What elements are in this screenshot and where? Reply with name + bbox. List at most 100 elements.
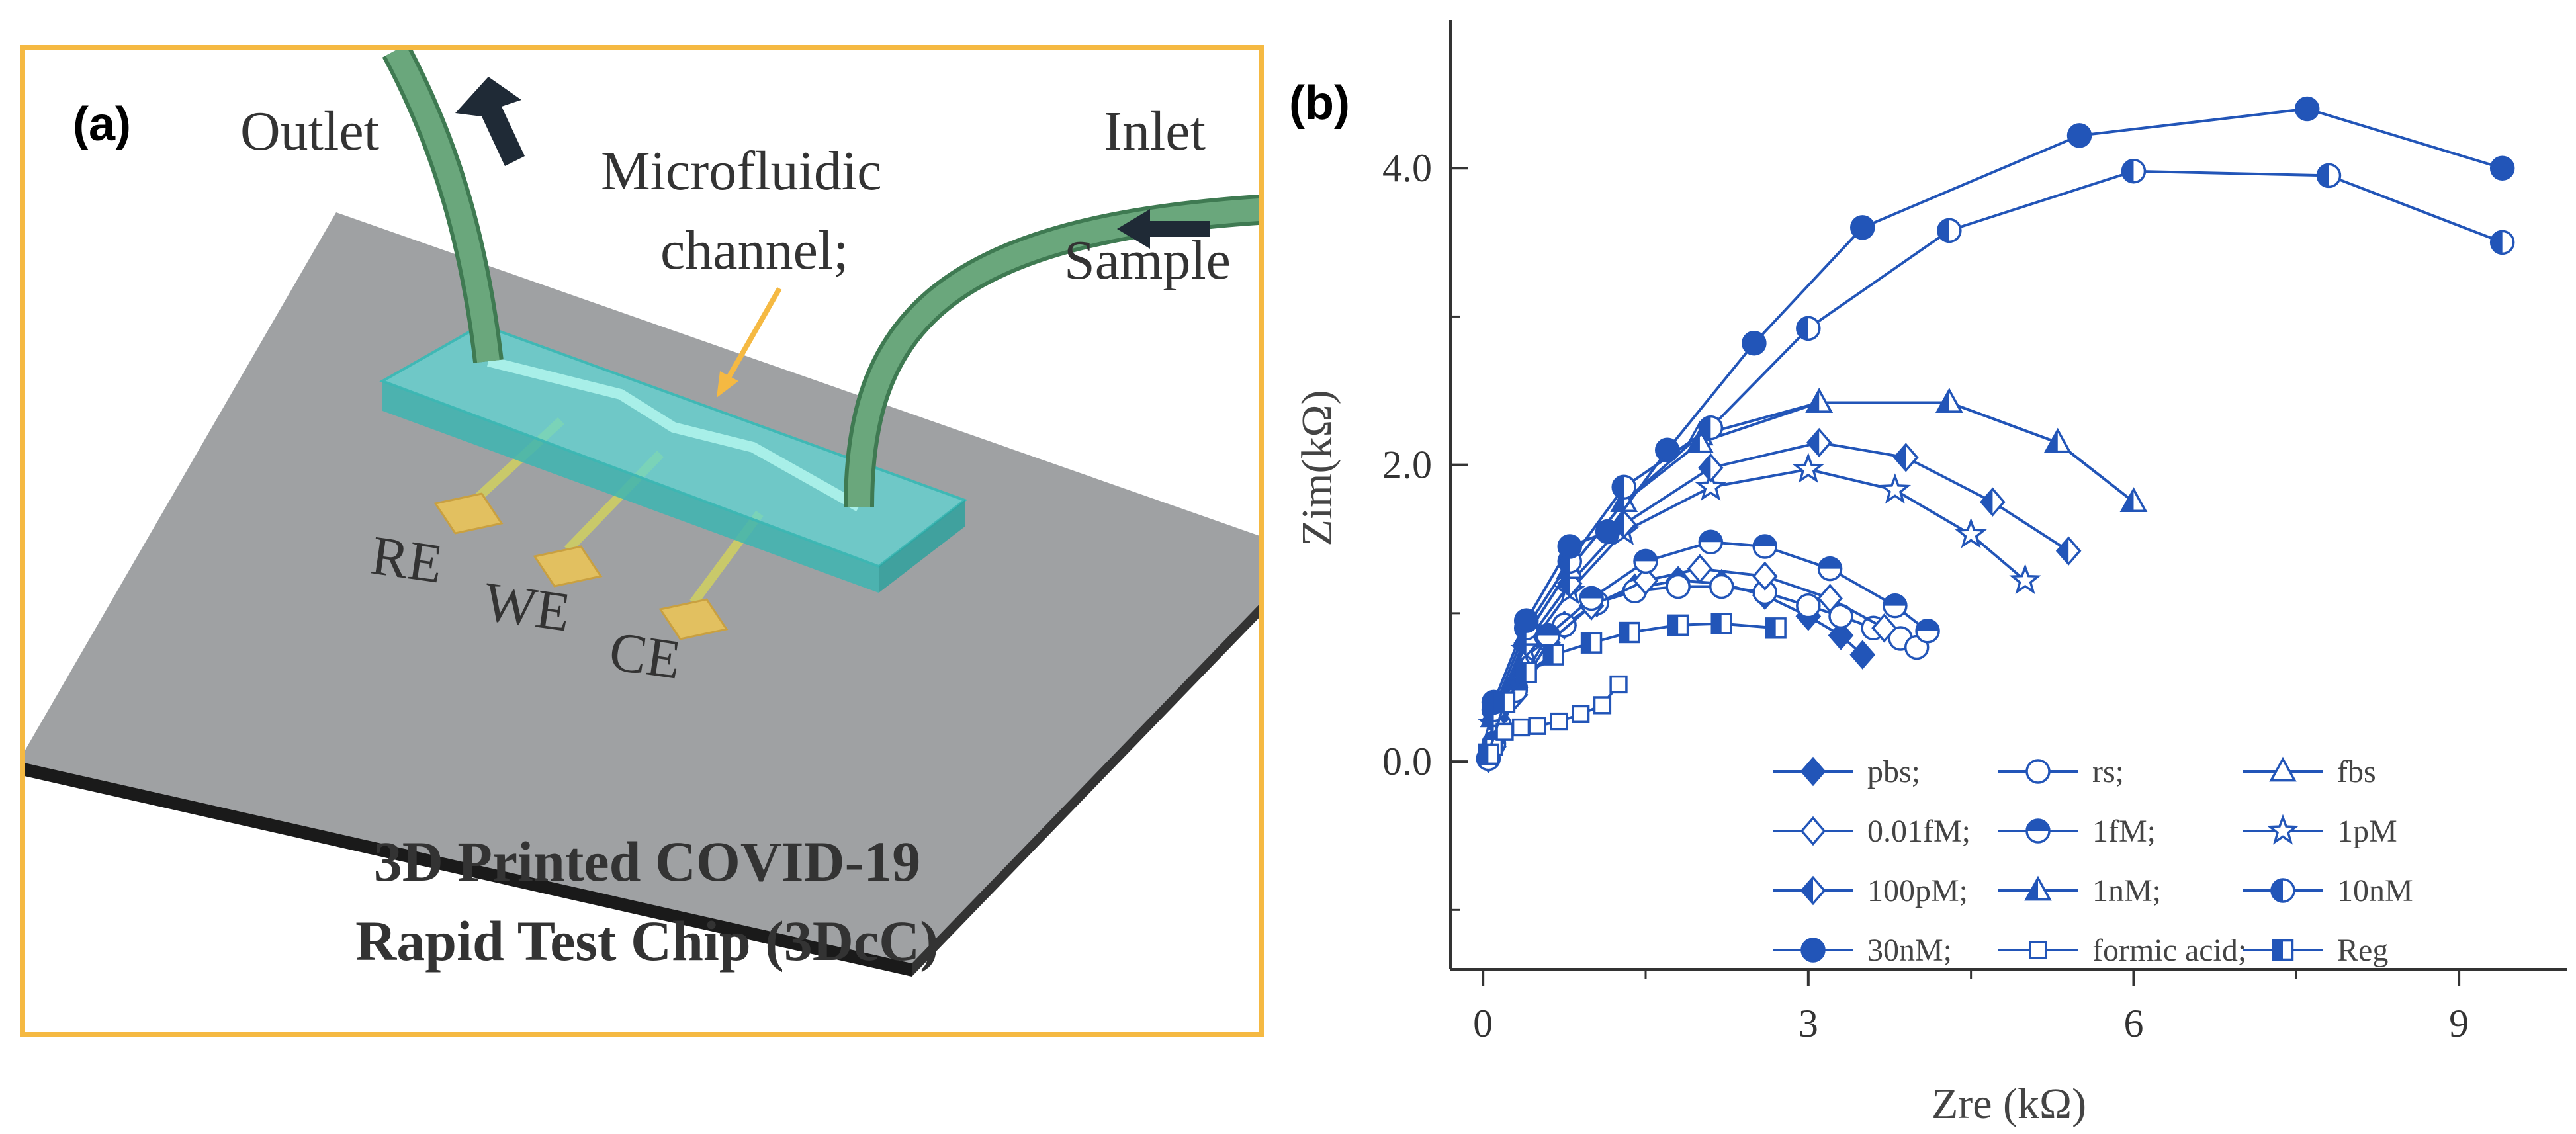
marker-square <box>2029 941 2047 959</box>
marker-half-fill <box>2057 538 2069 564</box>
marker-circle <box>1796 593 1821 619</box>
legend-marker <box>1800 875 1826 906</box>
marker-half-fill <box>1937 390 1949 412</box>
marker-circle <box>1850 215 1875 240</box>
channel-callout-line <box>724 287 782 382</box>
marker-half-fill <box>2491 231 2503 254</box>
chip-title-line2: Rapid Test Chip (3DcC) <box>355 909 939 973</box>
data-point <box>1478 743 1499 765</box>
marker-circle <box>1655 437 1680 462</box>
legend-label: pbs; <box>1867 754 1920 789</box>
chip-edge-front <box>25 763 912 977</box>
marker-half-fill <box>2272 879 2283 902</box>
inlet-label: Inlet <box>1104 101 1206 162</box>
legend-marker <box>2025 818 2051 844</box>
inlet-arrow-icon <box>1117 209 1210 249</box>
marker-square <box>1572 705 1590 723</box>
data-point <box>1580 632 1603 654</box>
legend-label: 30nM; <box>1867 933 1952 968</box>
data-point <box>1515 662 1537 683</box>
data-point <box>1935 388 1963 413</box>
data-point <box>2009 564 2041 595</box>
chart-series <box>1476 96 2515 773</box>
marker-half-fill <box>1807 390 1820 412</box>
microfluidic-block-side <box>879 500 965 593</box>
marker-diamond <box>1828 621 1854 650</box>
data-point <box>1849 640 1876 670</box>
marker-star <box>1955 517 1987 548</box>
marker-star <box>1695 470 1727 501</box>
data-point <box>1792 452 1824 483</box>
data-point <box>1593 696 1612 715</box>
marker-circle <box>1666 574 1691 599</box>
marker-circle <box>2066 123 2092 148</box>
data-point <box>1805 388 1834 413</box>
marker-circle <box>1742 331 1767 356</box>
legend-marker <box>2269 756 2297 782</box>
data-point <box>1742 331 1767 356</box>
electrode-re <box>433 492 504 535</box>
marker-half-fill <box>1699 455 1711 481</box>
marker-square <box>1528 717 1546 735</box>
legend-marker <box>2272 939 2294 961</box>
y-tick-label: 4.0 <box>1382 146 1432 190</box>
channel-label-line1: Microfluidic <box>601 140 882 202</box>
marker-diamond <box>1817 584 1843 613</box>
marker-half-fill <box>2273 940 2283 960</box>
data-point <box>1611 474 1636 500</box>
data-point <box>1493 691 1516 713</box>
legend-marker <box>2266 814 2299 845</box>
marker-half-fill <box>1634 550 1657 562</box>
electrode-ce <box>658 598 729 640</box>
chart-axes: 0.0 2.0 4.0 0 3 6 9 Zre (kΩ) Zim(kΩ) <box>1293 20 2567 1128</box>
data-point <box>1695 470 1727 501</box>
marker-half-fill <box>1517 663 1527 683</box>
marker-half-fill <box>1894 444 1906 470</box>
marker-square <box>1609 675 1628 694</box>
data-point <box>1883 593 1908 619</box>
marker-diamond <box>1687 554 1713 584</box>
data-point <box>2121 158 2147 184</box>
chip-substrate <box>25 212 1259 963</box>
marker-half-fill <box>1818 557 1842 569</box>
data-point <box>2066 123 2092 148</box>
marker-half-fill <box>1937 219 1949 242</box>
data-point <box>1937 218 1962 243</box>
legend-label: fbs <box>2337 754 2376 789</box>
legend-item: rs; <box>1998 754 2124 789</box>
data-point <box>1511 718 1531 737</box>
legend-item: 1pM <box>2243 814 2397 849</box>
legend-item: 30nM; <box>1773 933 1952 968</box>
x-tick-label: 9 <box>2449 1002 2469 1045</box>
data-point <box>1828 621 1854 650</box>
legend-marker <box>2029 941 2047 959</box>
marker-circle <box>2489 155 2515 181</box>
nyquist-plot: (b) 0.0 2.0 4.0 0 3 6 9 Zre (kΩ) Zim(kΩ) pbs; rs;… <box>1289 20 2567 1128</box>
data-point <box>1579 586 1604 611</box>
sample-label: Sample <box>1064 230 1231 291</box>
marker-diamond <box>1871 613 1897 643</box>
series-rs <box>1476 574 1930 771</box>
series-30nm <box>1481 96 2515 715</box>
data-point <box>2043 427 2072 453</box>
data-point <box>1915 619 1940 644</box>
series-line <box>1492 169 2503 711</box>
legend-label: 100pM; <box>1867 873 1968 908</box>
legend-label: 1pM <box>2337 814 2397 849</box>
data-point <box>1850 215 1875 240</box>
marker-circle <box>1800 938 1826 963</box>
chip-illustration: (a) Outlet Inlet Samp <box>25 50 1259 977</box>
marker-square <box>1511 718 1531 737</box>
legend-label: 1fM; <box>2092 814 2156 849</box>
marker-square <box>1550 712 1568 731</box>
legend-item: 100pM; <box>1773 873 1968 908</box>
panel-b-label: (b) <box>1289 77 1350 130</box>
y-axis-label: Zim(kΩ) <box>1293 390 1341 546</box>
y-tick-label: 0.0 <box>1382 740 1432 783</box>
legend-label: Reg <box>2337 933 2388 968</box>
data-point <box>2055 536 2082 566</box>
data-point <box>1955 517 1987 548</box>
marker-diamond <box>1800 816 1826 846</box>
panel-a-chip-illustration: (a) Outlet Inlet Samp <box>20 45 1264 1037</box>
marker-half-fill <box>1712 614 1722 634</box>
